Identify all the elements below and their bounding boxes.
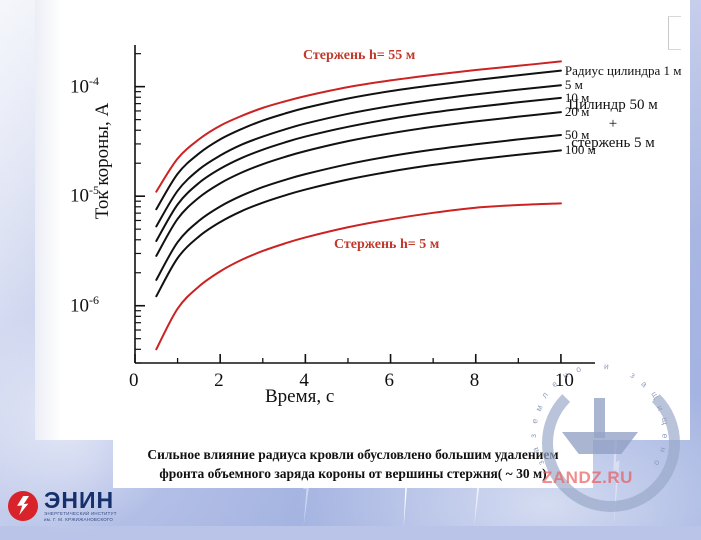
curve-5: [155, 133, 562, 281]
ground-symbol-stem-icon: [594, 398, 605, 438]
watermark-char: и: [603, 361, 610, 372]
watermark-char: е: [660, 432, 671, 439]
x-tick-label: 2: [214, 370, 224, 391]
watermark-char: а: [639, 378, 650, 390]
curve-label-1: Радиус цилиндра 1 м: [564, 62, 682, 78]
caption-line-1: Сильное влияние радиуса кровли обусловле…: [147, 447, 559, 462]
watermark-char: н: [657, 446, 669, 454]
curve-label-4: 20 м: [564, 104, 590, 120]
curve-label-6: 100 м: [564, 142, 596, 158]
watermark-char: щ: [660, 417, 672, 426]
x-axis-ticks: [134, 354, 562, 363]
enin-logo-mark-icon: [8, 491, 38, 521]
curve-label-3: 10 м: [564, 89, 590, 105]
watermark-char: з: [527, 433, 539, 438]
corner-bracket-mark: [668, 16, 681, 50]
figure-panel: [35, 0, 690, 440]
watermark-char: е: [528, 418, 540, 425]
data-curves: [155, 60, 562, 351]
ground-symbol-plate-icon: [562, 432, 638, 454]
watermark-url: ZANDZ.RU: [542, 468, 633, 487]
plot-svg: [134, 45, 595, 364]
slide-caption: Сильное влияние радиуса кровли обусловле…: [113, 440, 593, 488]
y-axis-label: Ток короны, А: [92, 102, 113, 220]
watermark-char: щ: [649, 389, 662, 401]
y-axis-ticks: [135, 53, 145, 364]
watermark-char: о: [652, 458, 664, 468]
curve-label-2: 5 м: [564, 77, 583, 93]
curve-6: [155, 149, 562, 298]
x-tick-label: 0: [129, 370, 139, 391]
x-axis-label: Время, с: [265, 386, 335, 407]
watermark-char: н: [560, 369, 570, 381]
x-tick-label: 6: [384, 370, 395, 391]
note-line-3: стержень 5 м: [571, 135, 655, 151]
annotation-rod-55m: Стержень h= 55 м: [303, 48, 416, 63]
watermark-char: з: [535, 458, 547, 468]
enin-logo-subtitle-2: им. Г. М. КРЖИЖАНОВСКОГО: [44, 517, 114, 522]
x-tick-label: 10: [554, 370, 574, 391]
y-tick-label: 10-5: [70, 183, 99, 207]
x-tick-label: 8: [469, 370, 480, 391]
curve-0: [155, 60, 562, 193]
curve-4: [155, 111, 562, 257]
note-line-2: +: [608, 116, 618, 132]
watermark-char: л: [539, 390, 551, 400]
curve-7: [155, 202, 562, 351]
watermark-char: м: [532, 403, 545, 413]
curve-label-5: 50 м: [564, 126, 590, 142]
enin-logo-text: ЭНИН ЭНЕРГЕТИЧЕСКИЙ ИНСТИТУТ им. Г. М. К…: [44, 489, 117, 522]
panel-left-fade: [35, 0, 61, 440]
note-line-1: Цилиндр 50 м: [568, 97, 658, 113]
corona-current-chart: 0 2 4 6 8 10 10-6 10-5 10-4 Ток короны, А Время…: [35, 0, 690, 440]
y-tick-label: 10-6: [70, 292, 99, 317]
curve-2: [155, 84, 562, 228]
watermark-char: а: [530, 446, 542, 454]
enin-logo-name: ЭНИН: [44, 487, 115, 514]
enin-logo: ЭНИН ЭНЕРГЕТИЧЕСКИЙ ИНСТИТУТ им. Г. М. К…: [8, 486, 188, 526]
watermark-char: е: [548, 378, 560, 390]
curve-1: [155, 69, 562, 211]
x-tick-label: 4: [299, 370, 309, 391]
annotation-cylinder-plus-rod: Цилиндр 50 м + стержень 5 м: [543, 96, 683, 153]
caption-line-2: фронта объемного заряда короны от вершин…: [159, 466, 547, 481]
watermark-arc: [542, 374, 680, 512]
annotation-rod-5m: Стержень h= 5 м: [334, 237, 440, 252]
lightning-bolt-icon: [303, 455, 310, 526]
axes: [134, 45, 595, 364]
curve-3: [155, 96, 562, 242]
enin-logo-subtitle-1: ЭНЕРГЕТИЧЕСКИЙ ИНСТИТУТ: [44, 511, 117, 517]
watermark-char: и: [655, 403, 667, 412]
watermark-char: з: [628, 370, 638, 381]
y-tick-label: 10-4: [70, 73, 99, 97]
